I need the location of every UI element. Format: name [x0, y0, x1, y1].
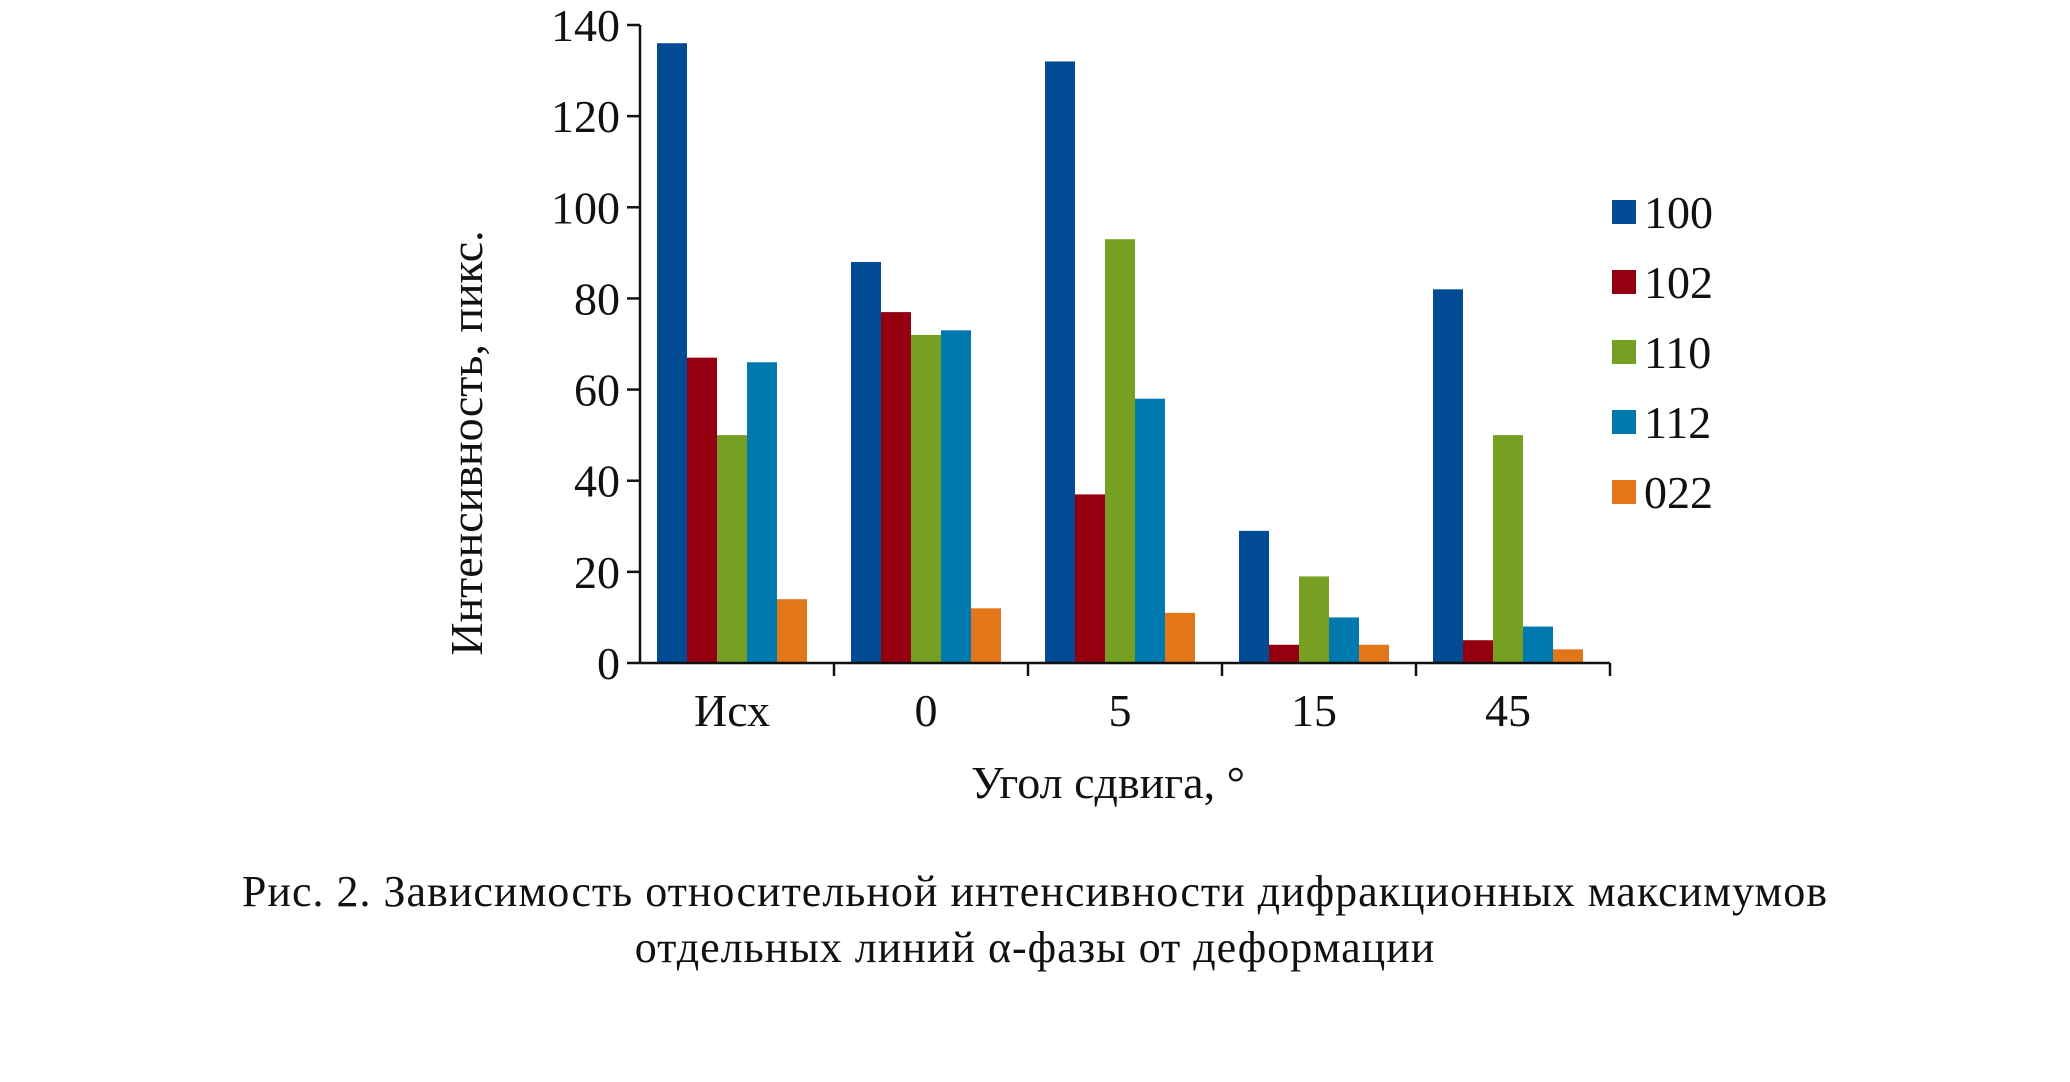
legend-label-102: 102 — [1644, 257, 1713, 308]
x-tick-label: Исх — [694, 685, 770, 736]
bar-110-5 — [1105, 239, 1135, 663]
figure-caption-line-2: отдельных линий α-фазы от деформации — [634, 923, 1436, 972]
bar-102-15 — [1269, 644, 1299, 663]
legend-swatch-102 — [1612, 270, 1636, 294]
bar-chart: 0 20 40 60 80 100 120 140 Исх 0 5 15 45 Интенсивнос… — [441, 0, 1713, 808]
bar-022-45 — [1553, 649, 1583, 663]
y-axis-label: Интенсивность, пикс. — [441, 230, 492, 655]
y-tick-label: 20 — [574, 547, 620, 598]
y-tick-label: 120 — [551, 91, 620, 142]
y-tick-label: 100 — [551, 182, 620, 233]
bar-102-45 — [1463, 640, 1493, 663]
bar-110-15 — [1299, 576, 1329, 663]
y-tick-label: 80 — [574, 273, 620, 324]
bar-100-5 — [1045, 61, 1075, 663]
legend-swatch-022 — [1612, 480, 1636, 504]
bar-022-15 — [1359, 644, 1389, 663]
x-tick-label: 0 — [915, 685, 938, 736]
bar-112-45 — [1523, 626, 1553, 663]
bar-110-45 — [1493, 435, 1523, 663]
bar-102-0 — [881, 312, 911, 663]
bar-112-0 — [941, 330, 971, 663]
legend-label-022: 022 — [1644, 467, 1713, 518]
bar-100-45 — [1433, 289, 1463, 663]
x-tick-label: 15 — [1291, 685, 1337, 736]
figure-caption-line-1: Рис. 2. Зависимость относительной интенс… — [241, 867, 1829, 916]
y-tick-label: 140 — [551, 0, 620, 51]
y-tick-label: 40 — [574, 456, 620, 507]
legend-label-110: 110 — [1644, 327, 1711, 378]
bars-group — [657, 43, 1583, 663]
bar-110-0 — [911, 334, 941, 663]
legend: 100 102 110 112 022 — [1612, 187, 1713, 518]
bar-112-15 — [1329, 617, 1359, 663]
bar-100-0 — [851, 261, 881, 663]
bar-112-5 — [1135, 398, 1165, 663]
y-ticks-group: 0 20 40 60 80 100 120 140 — [551, 0, 640, 689]
y-tick-label: 0 — [597, 638, 620, 689]
bar-110-Исх — [717, 435, 747, 663]
legend-label-112: 112 — [1644, 397, 1711, 448]
bar-102-5 — [1075, 494, 1105, 663]
legend-label-100: 100 — [1644, 187, 1713, 238]
bar-022-Исх — [777, 599, 807, 663]
bar-100-15 — [1239, 530, 1269, 663]
axes-group — [638, 25, 1610, 665]
legend-swatch-100 — [1612, 200, 1636, 224]
y-tick-label: 60 — [574, 365, 620, 416]
legend-swatch-110 — [1612, 340, 1636, 364]
x-ticks-group: Исх 0 5 15 45 — [694, 663, 1612, 736]
bar-022-0 — [971, 608, 1001, 663]
bar-100-Исх — [657, 43, 687, 663]
x-tick-label: 45 — [1485, 685, 1531, 736]
legend-swatch-112 — [1612, 410, 1636, 434]
bar-102-Исх — [687, 357, 717, 663]
x-tick-label: 5 — [1109, 685, 1132, 736]
bar-112-Исх — [747, 362, 777, 663]
x-axis-label: Угол сдвига, ° — [971, 757, 1245, 808]
bar-022-5 — [1165, 612, 1195, 663]
